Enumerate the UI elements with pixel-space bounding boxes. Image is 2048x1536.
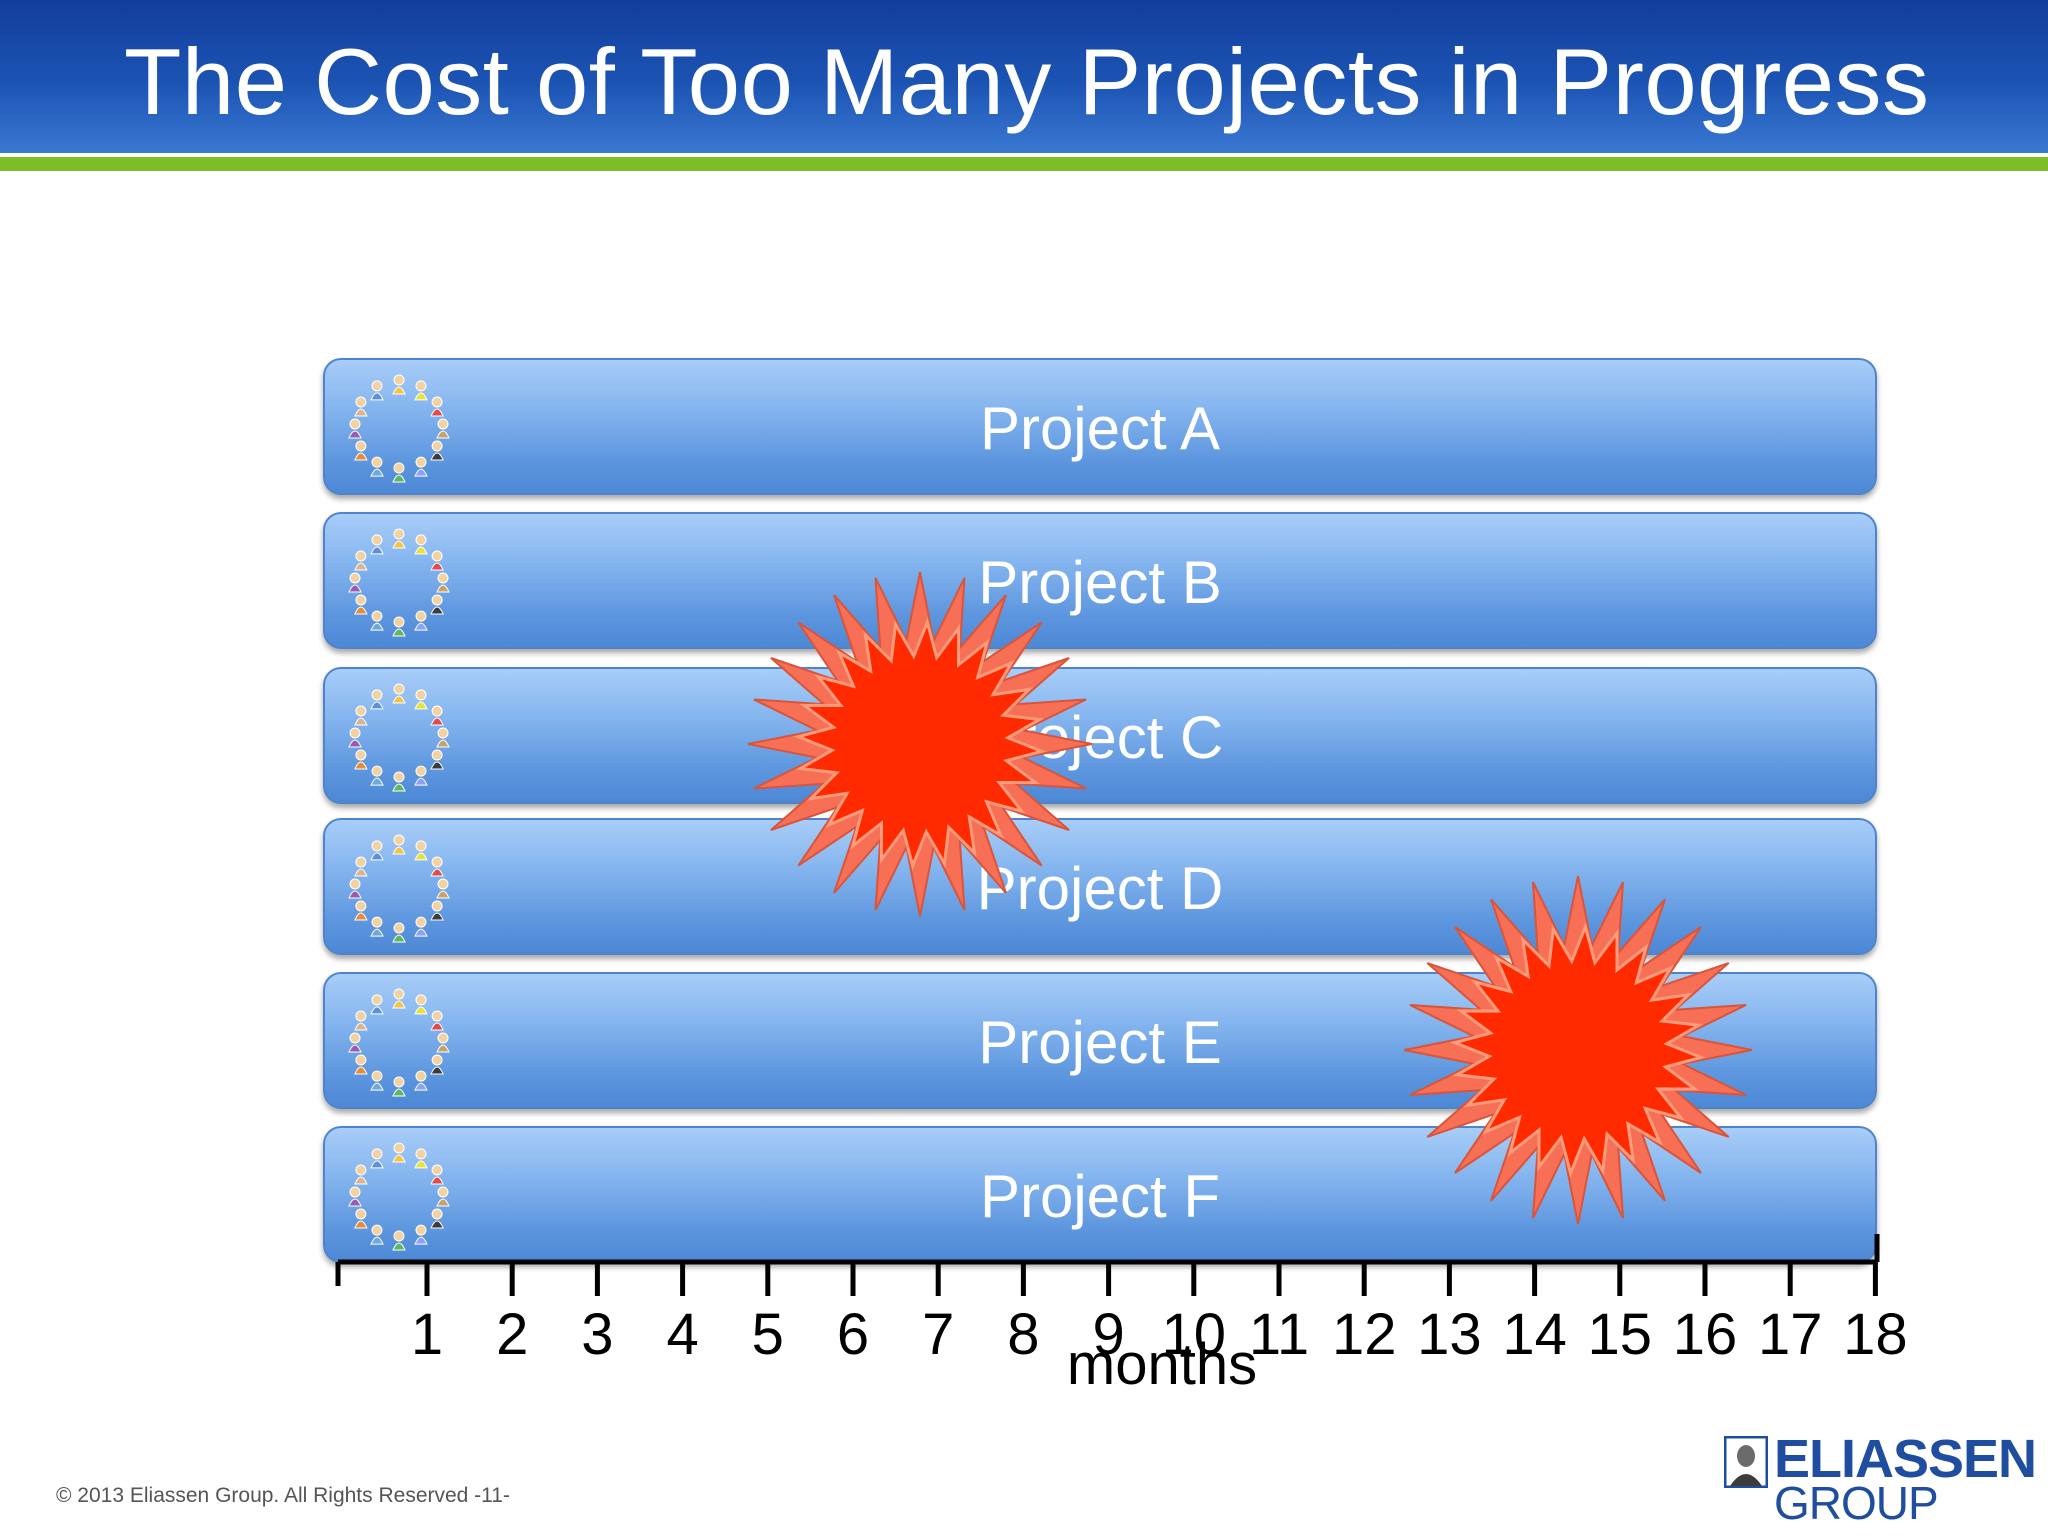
explosion-burst-icon [1403, 875, 1753, 1225]
project-label: Project A [979, 395, 1221, 462]
timeline-tick-label: 2 [496, 1302, 528, 1367]
timeline-tick-label: 7 [922, 1302, 954, 1367]
project-label: Project C [976, 704, 1224, 771]
timeline-tick-label: 16 [1673, 1302, 1738, 1367]
project-bar-c: Project C [323, 667, 1877, 804]
timeline-ticks: 1 2 3 4 5 6 7 8 9 10 11 12 13 14 15 16 17 18 [411, 1262, 1908, 1367]
title-divider [0, 153, 2048, 157]
timeline-tick-label: 3 [581, 1302, 613, 1367]
timeline-tick-label: 11 [1249, 1302, 1309, 1367]
timeline-tick-label: 10 [1162, 1302, 1227, 1367]
team-icon [348, 683, 450, 792]
team-icon [348, 528, 450, 637]
timeline-tick-label: 1 [411, 1302, 443, 1367]
timeline-tick-label: 12 [1332, 1302, 1397, 1367]
timeline-tick-label: 9 [1092, 1302, 1124, 1367]
month-timeline: 1 2 3 4 5 6 7 8 9 10 11 12 13 14 15 16 17 18 months [335, 1234, 1908, 1397]
company-logo: ELIASSEN GROUP [1718, 1428, 2037, 1529]
timeline-tick-label: 18 [1843, 1302, 1908, 1367]
slide-title: The Cost of Too Many Projects in Progres… [124, 29, 1930, 134]
team-icon [348, 834, 450, 943]
project-bar-d: Project D [323, 818, 1877, 955]
team-icon [348, 1142, 450, 1251]
timeline-tick-label: 17 [1758, 1302, 1823, 1367]
timeline-tick-label: 4 [666, 1302, 698, 1367]
logo-wordmark-top: ELIASSEN [1774, 1429, 2037, 1489]
timeline-tick-label: 5 [752, 1302, 784, 1367]
copyright-footer: © 2013 Eliassen Group. All Rights Reserv… [56, 1484, 510, 1507]
project-label: Project E [978, 1009, 1222, 1076]
title-bar [0, 0, 2048, 153]
team-icon [348, 988, 450, 1097]
project-label: Project F [979, 1163, 1221, 1230]
team-icon [348, 374, 450, 483]
timeline-axis-label: months [1067, 1332, 1257, 1397]
project-label: Project B [978, 549, 1222, 616]
timeline-tick-label: 8 [1007, 1302, 1039, 1367]
portrait-logo-icon [1724, 1436, 1768, 1488]
timeline-tick-label: 6 [837, 1302, 869, 1367]
explosion-burst-icon [747, 571, 1093, 917]
logo-wordmark-bottom: GROUP [1774, 1477, 1939, 1529]
project-bar-a: Project A [323, 358, 1877, 495]
burst-inner-shape [793, 617, 1047, 871]
project-label: Project D [976, 855, 1224, 922]
timeline-tick-label: 15 [1588, 1302, 1653, 1367]
project-bar-b: Project B [323, 512, 1877, 649]
timeline-tick-label: 14 [1502, 1302, 1567, 1367]
title-accent-rule [0, 157, 2048, 171]
burst-inner-shape [1449, 921, 1707, 1179]
timeline-tick-label: 13 [1417, 1302, 1482, 1367]
